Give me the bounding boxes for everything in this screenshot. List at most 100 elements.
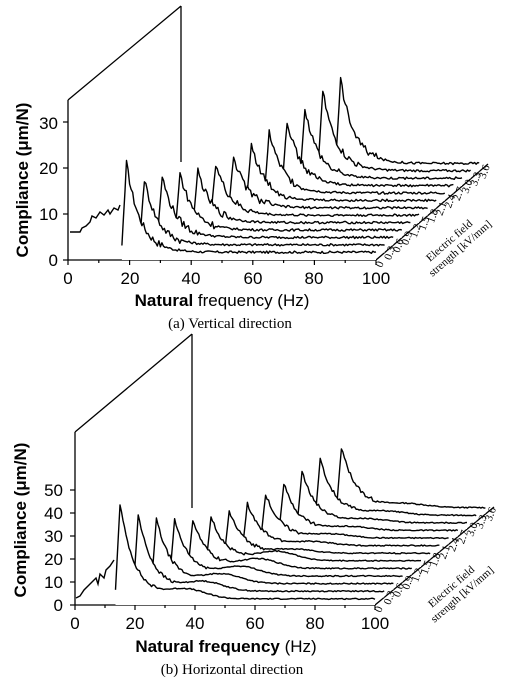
curve-mask [121, 160, 377, 260]
x-tick-label: 20 [121, 269, 140, 288]
spectrum-line [263, 129, 446, 195]
y-tick-label: 30 [44, 527, 63, 546]
caption-a: (a) Vertical direction [168, 316, 292, 332]
z-tick-label: 1.8 [425, 207, 441, 224]
x-tick-marks [67, 260, 377, 265]
spectrum-line [296, 470, 468, 524]
spectrum-line [174, 172, 403, 232]
z-tick-label: 1.5 [417, 215, 433, 232]
curve-mask [242, 502, 440, 552]
spectrum-line [281, 122, 454, 188]
x-tick-label: 20 [126, 614, 145, 633]
x-tick-label: 80 [306, 614, 325, 633]
y-tick-label: 40 [44, 504, 63, 523]
y-tick-marks [70, 489, 75, 606]
z-tick-label: 3.6 [477, 163, 493, 180]
z-tick-label: 3.3 [468, 170, 484, 187]
spectrum-line [317, 90, 472, 173]
spectrum-line [151, 517, 394, 585]
x-tick-label: 0 [70, 614, 79, 633]
y-axis-label: Compliance (μm/N) [11, 443, 30, 598]
spectrum-line [169, 518, 403, 578]
x-tick-label: 60 [244, 269, 263, 288]
z-tick-label: 0.9 [400, 574, 416, 591]
spectrum-line [187, 520, 412, 570]
curve-mask [336, 448, 486, 514]
panel-a: 00.30.60.91.21.51.82.12.42.73.03.33.6 0 … [13, 5, 494, 332]
x-tick-label: 80 [305, 269, 324, 288]
z-tick-labels: 00.30.60.91.21.51.82.12.42.73.03.33.6 [373, 505, 500, 614]
z-tick-label: 2.4 [446, 536, 462, 553]
y-tick-label: 0 [54, 596, 63, 615]
y-tick-label: 20 [44, 550, 63, 569]
spectrum-line [246, 142, 437, 203]
y-tick-label: 10 [44, 573, 63, 592]
curve-mask [175, 172, 402, 238]
spectrum-line [133, 514, 385, 593]
curve-mask [336, 77, 480, 172]
curve-mask [115, 505, 375, 605]
curve-mask [139, 181, 385, 253]
spectrum-line [336, 448, 486, 509]
box-edge-left [74, 333, 193, 433]
spectrum-line [224, 510, 431, 555]
spectrum-line [278, 483, 459, 532]
spectrum-line [335, 76, 480, 166]
x-axis-label: Natural frequency (Hz) [135, 291, 310, 310]
spectrum-line [228, 156, 428, 210]
z-tick-label: 2.7 [451, 185, 467, 202]
y-tick-label: 30 [39, 114, 58, 133]
caption-b: (b) Horizontal direction [161, 662, 304, 678]
x-tick-label: 0 [63, 269, 72, 288]
spectra-curves [114, 448, 486, 605]
spectrum-line [156, 176, 394, 240]
z-tick-labels: 00.30.60.91.21.51.82.12.42.73.03.33.6 [374, 163, 493, 269]
y-tick-label: 10 [39, 205, 58, 224]
curve-mask [228, 157, 428, 216]
z-tick-label: 3.3 [474, 513, 490, 530]
x-tick-label: 100 [362, 269, 390, 288]
spectrum-line [260, 494, 449, 540]
box-edge-left [67, 5, 182, 101]
x-axis-label: Natural frequency (Hz) [135, 637, 316, 656]
z-tick-label: 3.0 [465, 521, 481, 538]
curve-mask [157, 177, 394, 246]
x-tick-label: 60 [246, 614, 265, 633]
panel-b: 00.30.60.91.21.51.82.12.42.73.03.33.6 0 … [11, 333, 500, 678]
low-frequency-noise-trace [75, 559, 115, 599]
curve-mask [193, 168, 411, 231]
curve-mask [206, 516, 421, 567]
z-tick-label: 0.9 [399, 229, 415, 246]
x-tick-label: 40 [182, 269, 201, 288]
spectrum-line [205, 516, 422, 562]
y-axis-label: Compliance (μm/N) [13, 103, 32, 258]
curve-mask [211, 166, 419, 223]
x-tick-marks [74, 605, 376, 610]
spectrum-line [114, 504, 376, 601]
y-tick-marks [63, 121, 68, 261]
spectrum-line [315, 457, 477, 517]
y-tick-label: 0 [49, 251, 58, 270]
z-tick-label: 0.3 [382, 244, 398, 261]
z-tick-label: 2.4 [442, 192, 458, 209]
z-tick-label: 1.5 [419, 559, 435, 576]
z-tick-label: 1.2 [409, 567, 425, 584]
z-tick-label: 2.1 [437, 544, 453, 561]
spectrum-line [139, 181, 385, 247]
z-tick-label: 1.2 [408, 222, 424, 239]
z-tick-label: 1.8 [428, 551, 444, 568]
z-tick-label: 0.6 [391, 237, 407, 254]
z-tick-label: 0.6 [391, 581, 407, 598]
z-tick-label: 0 [373, 604, 386, 614]
z-tick-label: 3.6 [483, 505, 499, 522]
z-tick-label: 0 [374, 259, 387, 269]
low-frequency-noise-trace [70, 204, 121, 233]
z-tick-label: 3.0 [460, 178, 476, 195]
x-tick-label: 40 [186, 614, 205, 633]
spectrum-line [299, 108, 463, 180]
spectrum-line [210, 165, 420, 217]
y-tick-label: 50 [44, 481, 63, 500]
z-tick-label: 0.3 [382, 589, 398, 606]
spectrum-line [242, 501, 440, 547]
